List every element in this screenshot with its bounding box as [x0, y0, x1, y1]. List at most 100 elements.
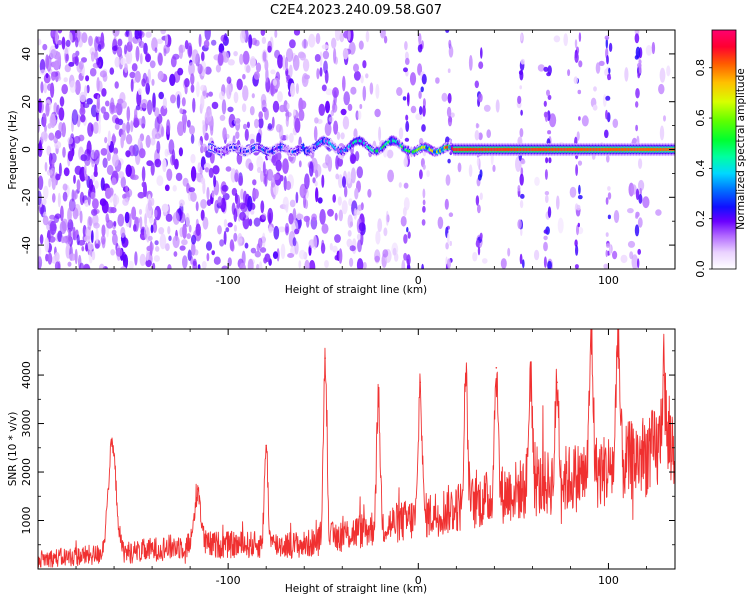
spectrogram-noise-blob	[152, 96, 156, 113]
spectrogram-noise-blob	[55, 173, 61, 181]
spectrogram-streak-blob	[547, 206, 552, 218]
spectrogram-noise-blob	[225, 227, 230, 233]
spectrogram-noise-blob	[398, 182, 402, 188]
spectrogram-streak-blob	[445, 174, 451, 186]
spectrogram-noise-blob	[50, 82, 55, 98]
spectrogram-noise-blob	[190, 84, 195, 93]
spectrogram-noise-blob	[162, 158, 167, 173]
spectrogram-noise-blob	[219, 239, 225, 247]
spectrogram-streak-blob	[403, 252, 408, 261]
spectrogram-noise-blob	[537, 64, 545, 72]
spectrogram-noise-blob	[240, 188, 244, 200]
spectrogram-noise-blob	[286, 48, 294, 63]
spectrogram-noise-blob	[115, 247, 123, 257]
spectrogram-noise-blob	[158, 91, 164, 100]
spectrogram-noise-blob	[319, 67, 323, 77]
spectrogram-noise-blob	[178, 199, 185, 207]
spectrogram-noise-blob	[188, 62, 195, 76]
spectrogram-noise-blob	[308, 239, 315, 249]
spectrogram-noise-blob	[135, 105, 141, 111]
spectrogram-noise-blob	[99, 70, 107, 78]
spectrogram-streak-blob	[543, 100, 547, 107]
spectrogram-streak-blob	[635, 46, 641, 59]
spectrogram-noise-blob	[298, 97, 304, 113]
spectrogram-noise-blob	[249, 106, 255, 116]
spectrogram-streak-blob	[574, 52, 579, 63]
spectrogram-noise-blob	[139, 253, 146, 266]
spectrogram-noise-blob	[89, 67, 97, 77]
spectrogram-noise-blob	[343, 91, 351, 106]
spectrogram-noise-blob	[51, 175, 56, 190]
spectrogram-noise-blob	[603, 263, 609, 269]
spectrogram-noise-blob	[72, 226, 76, 241]
spectrogram-noise-blob	[592, 104, 598, 111]
spectrogram-noise-blob	[340, 108, 347, 116]
spectrogram-noise-blob	[290, 82, 296, 97]
spectrogram-noise-blob	[54, 43, 59, 49]
spectrogram-noise-blob	[87, 216, 92, 230]
spectrogram-noise-blob	[274, 30, 278, 38]
spectrogram-noise-blob	[258, 237, 263, 249]
spectrogram-noise-blob	[93, 170, 98, 177]
spectrogram-streak-blob	[448, 39, 452, 48]
spectrogram-noise-blob	[147, 235, 153, 241]
spectrogram-noise-blob	[141, 78, 146, 87]
spectrogram-noise-blob	[348, 41, 356, 55]
spectrogram-noise-blob	[472, 251, 478, 262]
spectrogram-streak-blob	[478, 93, 483, 103]
spectrogram-noise-blob	[51, 158, 55, 168]
spectrogram-noise-blob	[282, 158, 289, 174]
spectrogram-noise-blob	[51, 30, 56, 38]
spectrogram-noise	[38, 30, 671, 269]
spectrogram-noise-blob	[61, 36, 66, 50]
spectrogram-noise-blob	[323, 60, 328, 74]
spectrogram-noise-blob	[549, 113, 557, 128]
spectrogram-streak-blob	[543, 66, 549, 72]
spectrogram-noise-blob	[95, 228, 99, 244]
spectrogram-noise-blob	[264, 168, 269, 178]
spectrogram-noise-blob	[114, 56, 120, 68]
spectrogram-noise-blob	[302, 58, 310, 72]
spectrogram-noise-blob	[236, 194, 241, 209]
spectrogram-heatmap	[38, 30, 675, 269]
spectrogram-noise-blob	[78, 60, 84, 70]
snr-peak-point	[265, 444, 268, 447]
spectrogram-streak-blob	[544, 191, 550, 196]
spectrogram-noise-blob	[47, 252, 53, 265]
snr-panel: -100 0 100 1000 2000 3000 4000 Height of strai…	[7, 328, 676, 595]
spectrogram-noise-blob	[117, 213, 125, 227]
spectrogram-noise-blob	[54, 30, 59, 45]
spectrogram-noise-blob	[226, 83, 232, 100]
spectrogram-noise-blob	[200, 209, 205, 221]
spectrogram-noise-blob	[104, 136, 108, 144]
spectrogram-noise-blob	[120, 134, 124, 149]
colorbar-tick-label: 0.6	[694, 109, 707, 127]
spectrogram-noise-blob	[272, 100, 280, 113]
spectrogram-noise-blob	[195, 223, 201, 236]
spectrogram-noise-blob	[382, 249, 389, 258]
snr-peak-point	[111, 445, 113, 448]
spectrogram-noise-blob	[233, 51, 238, 57]
spectrogram-noise-blob	[92, 213, 99, 226]
spectrogram-noise-blob	[38, 98, 42, 113]
spectrogram-noise-blob	[145, 52, 150, 60]
spectrogram-noise-blob	[178, 147, 183, 157]
spectrogram-noise-blob	[186, 233, 191, 240]
spectrogram-noise-blob	[97, 121, 102, 134]
spectrogram-noise-blob	[236, 78, 243, 91]
spectrogram-noise-blob	[645, 45, 653, 56]
spectrogram-noise-blob	[358, 40, 364, 50]
spectrogram-streak-blob	[520, 159, 526, 165]
spectrogram-noise-blob	[46, 55, 52, 72]
spectrogram-noise-blob	[217, 52, 224, 66]
colorbar-tick-label: 0.2	[694, 210, 707, 228]
spectrogram-noise-blob	[353, 63, 359, 73]
spectrogram-noise-blob	[165, 33, 169, 46]
snr-x-tick-label: 100	[598, 574, 619, 587]
spectrogram-streak-blob	[448, 45, 454, 58]
spectrogram-noise-blob	[125, 53, 130, 65]
spectrogram-noise-blob	[103, 111, 110, 121]
spectrogram-noise-blob	[68, 253, 77, 261]
spectrogram-noise-blob	[410, 105, 417, 114]
spectrogram-noise-blob	[337, 196, 342, 206]
